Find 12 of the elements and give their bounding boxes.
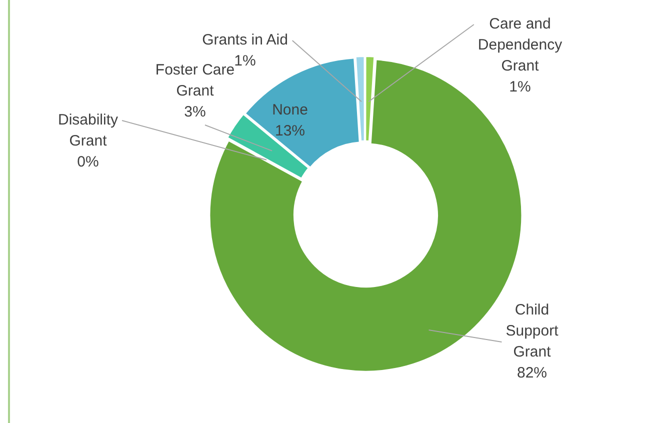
slice-label: Grants in Aid — [202, 32, 288, 49]
slice-label: Foster Care Grant — [155, 62, 235, 100]
data-label: 1% — [509, 78, 531, 96]
data-label: 3% — [184, 104, 206, 121]
text: 0% — [77, 154, 99, 171]
slice-label: None — [272, 102, 308, 119]
slice-label: Care and Dependency Grant — [478, 16, 563, 75]
category-label: Disability Grant — [58, 112, 118, 150]
slice-label: Child Support Grant — [506, 302, 560, 361]
data-label: 82% — [516, 364, 548, 382]
data-label: 13% — [274, 122, 306, 140]
data-label: 1% — [234, 52, 256, 70]
